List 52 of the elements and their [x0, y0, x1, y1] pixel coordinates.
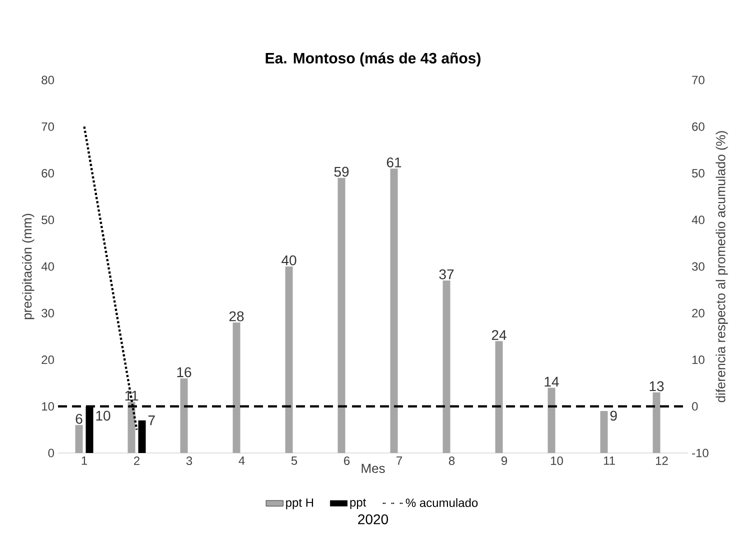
legend-label: ppt H: [286, 498, 314, 510]
y-tick-label: 20: [42, 356, 54, 364]
x-tick-label: 3: [186, 456, 192, 466]
data-label: 61: [386, 157, 402, 168]
chart-title: Ea. Montoso (más de 43 años): [266, 52, 480, 66]
data-label: 14: [544, 376, 559, 387]
x-tick-label: 10: [550, 456, 563, 466]
y-tick-label: 80: [42, 76, 54, 84]
y-tick-label: 60: [42, 169, 54, 178]
x-tick-label: 7: [396, 456, 402, 465]
data-label: 6: [76, 414, 82, 424]
y2-tick-label: 0: [692, 402, 698, 411]
y-tick-label: 50: [42, 216, 54, 224]
x-tick-label: 5: [291, 456, 298, 465]
legend-label: % acumulado: [406, 498, 478, 508]
x-tick-label: 12: [656, 456, 668, 465]
data-label: 9: [610, 410, 617, 421]
y-tick-label: 30: [42, 308, 54, 318]
data-label: 40: [282, 255, 296, 266]
legend-label: ppt: [350, 498, 366, 509]
y-tick-label: 70: [42, 122, 54, 131]
y2-tick-label: 10: [692, 356, 704, 364]
data-label: 10: [96, 410, 110, 421]
data-label: 59: [334, 166, 349, 177]
x-axis-title: Mes: [362, 464, 385, 473]
x-tick-label: 2: [134, 456, 140, 465]
y2-axis-title: diferencia respecto al promedio acumulado (%): [716, 131, 728, 402]
y2-tick-label: -10: [692, 448, 708, 458]
y-tick-label: 10: [42, 402, 54, 411]
data-label: 28: [229, 311, 244, 322]
x-tick-label: 11: [604, 456, 615, 465]
data-label: 37: [439, 269, 454, 280]
x-tick-label: 1: [82, 456, 88, 465]
data-label: 13: [650, 381, 664, 392]
data-label: 24: [492, 330, 506, 340]
x-tick-label: 9: [501, 456, 508, 466]
x-tick-label: 8: [448, 456, 455, 466]
y2-tick-label: 60: [692, 122, 704, 131]
y2-tick-label: 20: [692, 308, 704, 318]
text: 2020: [358, 514, 388, 524]
data-label: 16: [177, 367, 192, 378]
y2-tick-label: 70: [692, 76, 704, 84]
y-axis-title: precipitación (mm): [22, 214, 34, 320]
data-label: 11: [125, 390, 138, 401]
y2-tick-label: 50: [692, 169, 704, 178]
y-tick-label: 40: [41, 262, 54, 271]
x-tick-label: 6: [344, 456, 350, 466]
y2-tick-label: 30: [692, 262, 704, 271]
data-label: 7: [148, 416, 155, 426]
x-tick-label: 4: [238, 456, 245, 465]
y-tick-label: 0: [48, 448, 54, 458]
y2-tick-label: 40: [692, 216, 704, 224]
